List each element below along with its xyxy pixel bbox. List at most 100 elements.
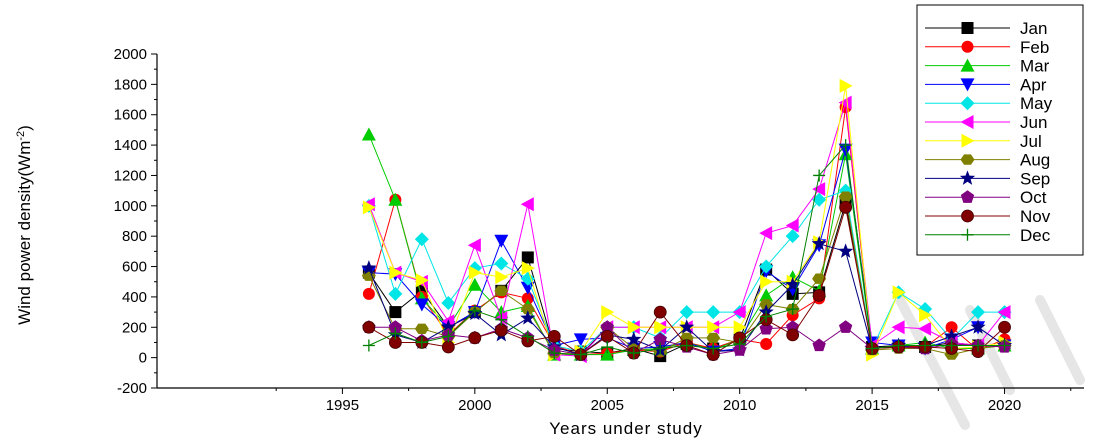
data-point <box>467 238 481 253</box>
data-point <box>548 347 561 360</box>
y-axis-title: Wind power density(Wm-2) <box>15 125 34 325</box>
x-tick-label: 2010 <box>723 397 756 414</box>
data-point <box>520 281 535 295</box>
legend-marker <box>960 190 975 203</box>
data-point <box>654 320 668 335</box>
legend-marker <box>960 154 975 165</box>
data-point <box>361 260 377 275</box>
legend-item-jun: Jun <box>925 113 1047 132</box>
data-point <box>441 340 455 354</box>
y-tick-label: 200 <box>122 319 147 336</box>
data-point <box>919 339 932 352</box>
data-point <box>389 265 403 280</box>
data-point <box>839 200 853 214</box>
data-point <box>786 303 799 316</box>
data-point <box>866 342 879 355</box>
data-point <box>918 321 932 336</box>
x-tick-label: 1995 <box>326 397 359 414</box>
data-point <box>838 191 853 202</box>
legend-label: Sep <box>1020 169 1050 188</box>
data-point <box>442 330 455 343</box>
data-point <box>943 328 960 343</box>
data-point <box>362 287 375 300</box>
data-point <box>680 339 693 352</box>
data-point <box>494 256 509 271</box>
data-point <box>468 265 482 280</box>
data-point <box>415 336 428 349</box>
legend-label: Jun <box>1020 113 1047 132</box>
data-point <box>547 329 561 343</box>
data-point <box>653 305 667 319</box>
data-point <box>495 270 509 285</box>
data-point <box>733 337 746 350</box>
legend-label: May <box>1020 94 1053 113</box>
legend-marker <box>960 96 975 111</box>
data-point <box>838 243 854 258</box>
data-point <box>919 308 933 323</box>
legend-marker <box>959 170 976 185</box>
x-tick-label: 2005 <box>591 397 624 414</box>
data-point <box>998 339 1011 352</box>
data-point <box>389 306 402 319</box>
data-point <box>574 348 587 361</box>
data-point <box>759 288 774 302</box>
data-point <box>760 310 773 323</box>
data-point <box>520 310 536 325</box>
data-point <box>839 78 853 93</box>
data-point <box>892 339 905 352</box>
data-point <box>679 305 694 320</box>
data-point <box>998 320 1011 334</box>
data-point <box>601 305 615 320</box>
legend-item-dec: Dec <box>925 226 1051 245</box>
data-point <box>361 127 376 141</box>
data-point <box>838 320 853 333</box>
data-point <box>440 319 456 334</box>
data-point <box>945 321 958 334</box>
data-point <box>812 182 826 197</box>
data-point <box>521 261 535 276</box>
data-point <box>468 331 482 345</box>
axes: -200 0 200 400 600 800 1000 1200 1400 1600 1800 200… <box>114 46 1084 414</box>
data-point <box>970 319 986 334</box>
series-line-nov <box>368 207 1005 356</box>
data-point <box>785 229 800 244</box>
y-tick-label: 400 <box>122 289 147 306</box>
legend-item-jan: Jan <box>925 19 1047 38</box>
legend-label: Nov <box>1020 207 1051 226</box>
legend-item-aug: Aug <box>925 151 1050 170</box>
data-point <box>759 259 774 274</box>
data-point <box>414 298 429 312</box>
data-point <box>494 234 509 248</box>
data-point <box>760 274 774 289</box>
legend-item-sep: Sep <box>925 169 1050 188</box>
legend-marker <box>960 115 974 129</box>
legend-marker <box>961 209 974 223</box>
data-point <box>468 304 481 317</box>
data-point <box>812 338 826 352</box>
x-tick-label: 2015 <box>855 397 888 414</box>
data-point <box>811 235 827 251</box>
legend-label: Aug <box>1020 151 1050 170</box>
data-point <box>521 251 534 264</box>
data-point <box>838 95 852 110</box>
data-point <box>706 332 721 344</box>
data-point <box>785 276 801 292</box>
data-point <box>388 320 403 333</box>
data-point <box>972 339 985 352</box>
y-axis-title-unit: m <box>15 141 34 155</box>
data-point <box>441 295 456 310</box>
data-point <box>707 320 721 335</box>
data-point <box>520 197 534 212</box>
data-point <box>760 337 773 350</box>
data-point <box>785 218 799 233</box>
data-point <box>494 323 508 337</box>
y-axis-title-exponent: -2 <box>15 131 27 141</box>
data-point <box>971 305 986 320</box>
data-point <box>520 271 535 286</box>
data-point <box>521 330 534 343</box>
data-point <box>626 331 642 346</box>
legend-label: Jan <box>1020 19 1047 38</box>
data-point <box>997 305 1011 320</box>
